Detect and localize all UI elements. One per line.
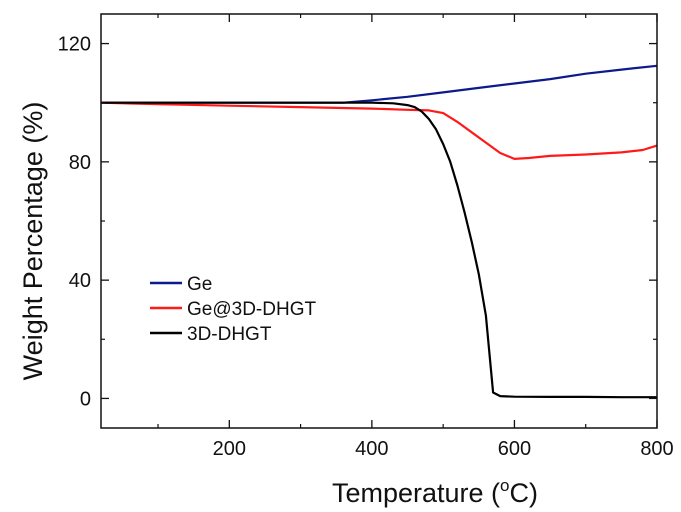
y-axis-label: Weight Percentage (%) <box>18 102 48 381</box>
legend-label-1: Ge <box>187 274 212 295</box>
series-line-3 <box>101 101 657 399</box>
y-tick-label: 40 <box>69 270 91 292</box>
x-axis-label-main: Temperature ( <box>332 478 500 508</box>
series-line-1 <box>101 64 658 104</box>
x-axis-label-sup: o <box>500 476 509 495</box>
axes: 200 400 600 800 0 40 80 120 <box>58 13 674 460</box>
x-tick-label: 600 <box>498 438 531 460</box>
legend-label-3: 3D-DHGT <box>187 324 272 345</box>
series-line-2 <box>100 101 658 160</box>
legend: Ge Ge@3D-DHGT 3D-DHGT <box>150 274 316 345</box>
x-axis-label: Temperature (oC) <box>332 476 538 508</box>
y-tick-label: 80 <box>69 152 91 174</box>
legend-label-2: Ge@3D-DHGT <box>187 299 316 320</box>
series-lines <box>100 64 658 399</box>
x-tick-label: 400 <box>355 438 388 460</box>
x-tick-label: 800 <box>640 438 673 460</box>
x-tick-label: 200 <box>213 438 246 460</box>
x-axis-label-tail: C) <box>510 478 539 508</box>
y-tick-label: 0 <box>80 388 91 410</box>
y-tick-label: 120 <box>58 34 91 56</box>
